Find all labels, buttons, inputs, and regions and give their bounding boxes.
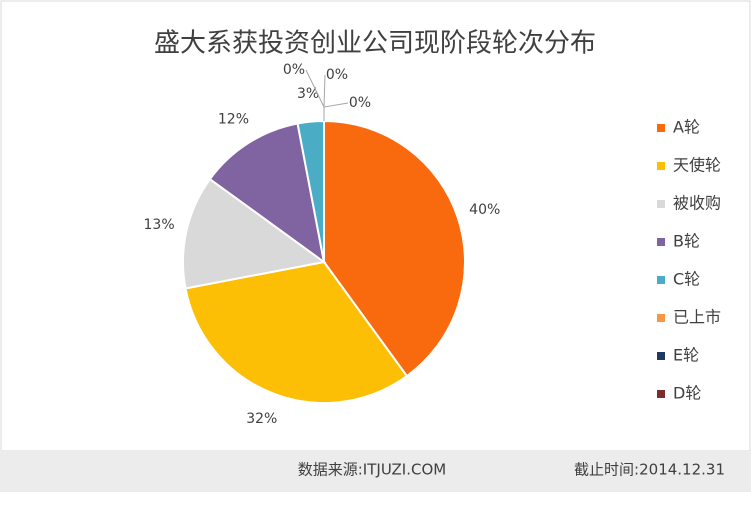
data-label: 12% [218,111,249,127]
legend-label: 天使轮 [673,156,721,175]
data-label: 40% [469,202,500,218]
data-label: 0% [349,95,371,111]
legend-label: A轮 [673,118,700,137]
legend-swatch [657,352,665,360]
data-label: 0% [326,67,348,83]
legend-swatch [657,314,665,322]
pie-slice [323,119,466,378]
data-label: 32% [246,411,277,427]
date-note: 截止时间:2014.12.31 [574,461,725,479]
leader-line [323,102,349,121]
legend-swatch [657,238,665,246]
footer-band [0,452,751,492]
source-note: 数据来源:ITJUZI.COM [298,461,446,479]
legend-swatch [657,162,665,170]
legend-label: 被收购 [673,194,721,213]
data-label: 3% [297,86,319,102]
data-label: 0% [283,62,305,78]
pie-slice [184,260,409,404]
pie-slice [208,122,326,265]
chart-title: 盛大系获投资创业公司现阶段轮次分布 [154,29,596,59]
data-label: 13% [144,217,175,233]
legend-swatch [657,390,665,398]
pie-slice [182,177,327,290]
legend-swatch [657,200,665,208]
legend-swatch [657,124,665,132]
legend-label: D轮 [673,384,701,403]
legend-swatch [657,276,665,284]
legend-label: C轮 [673,270,700,289]
legend-label: B轮 [673,232,700,251]
legend-label: E轮 [673,346,699,365]
legend-label: 已上市 [673,308,721,327]
